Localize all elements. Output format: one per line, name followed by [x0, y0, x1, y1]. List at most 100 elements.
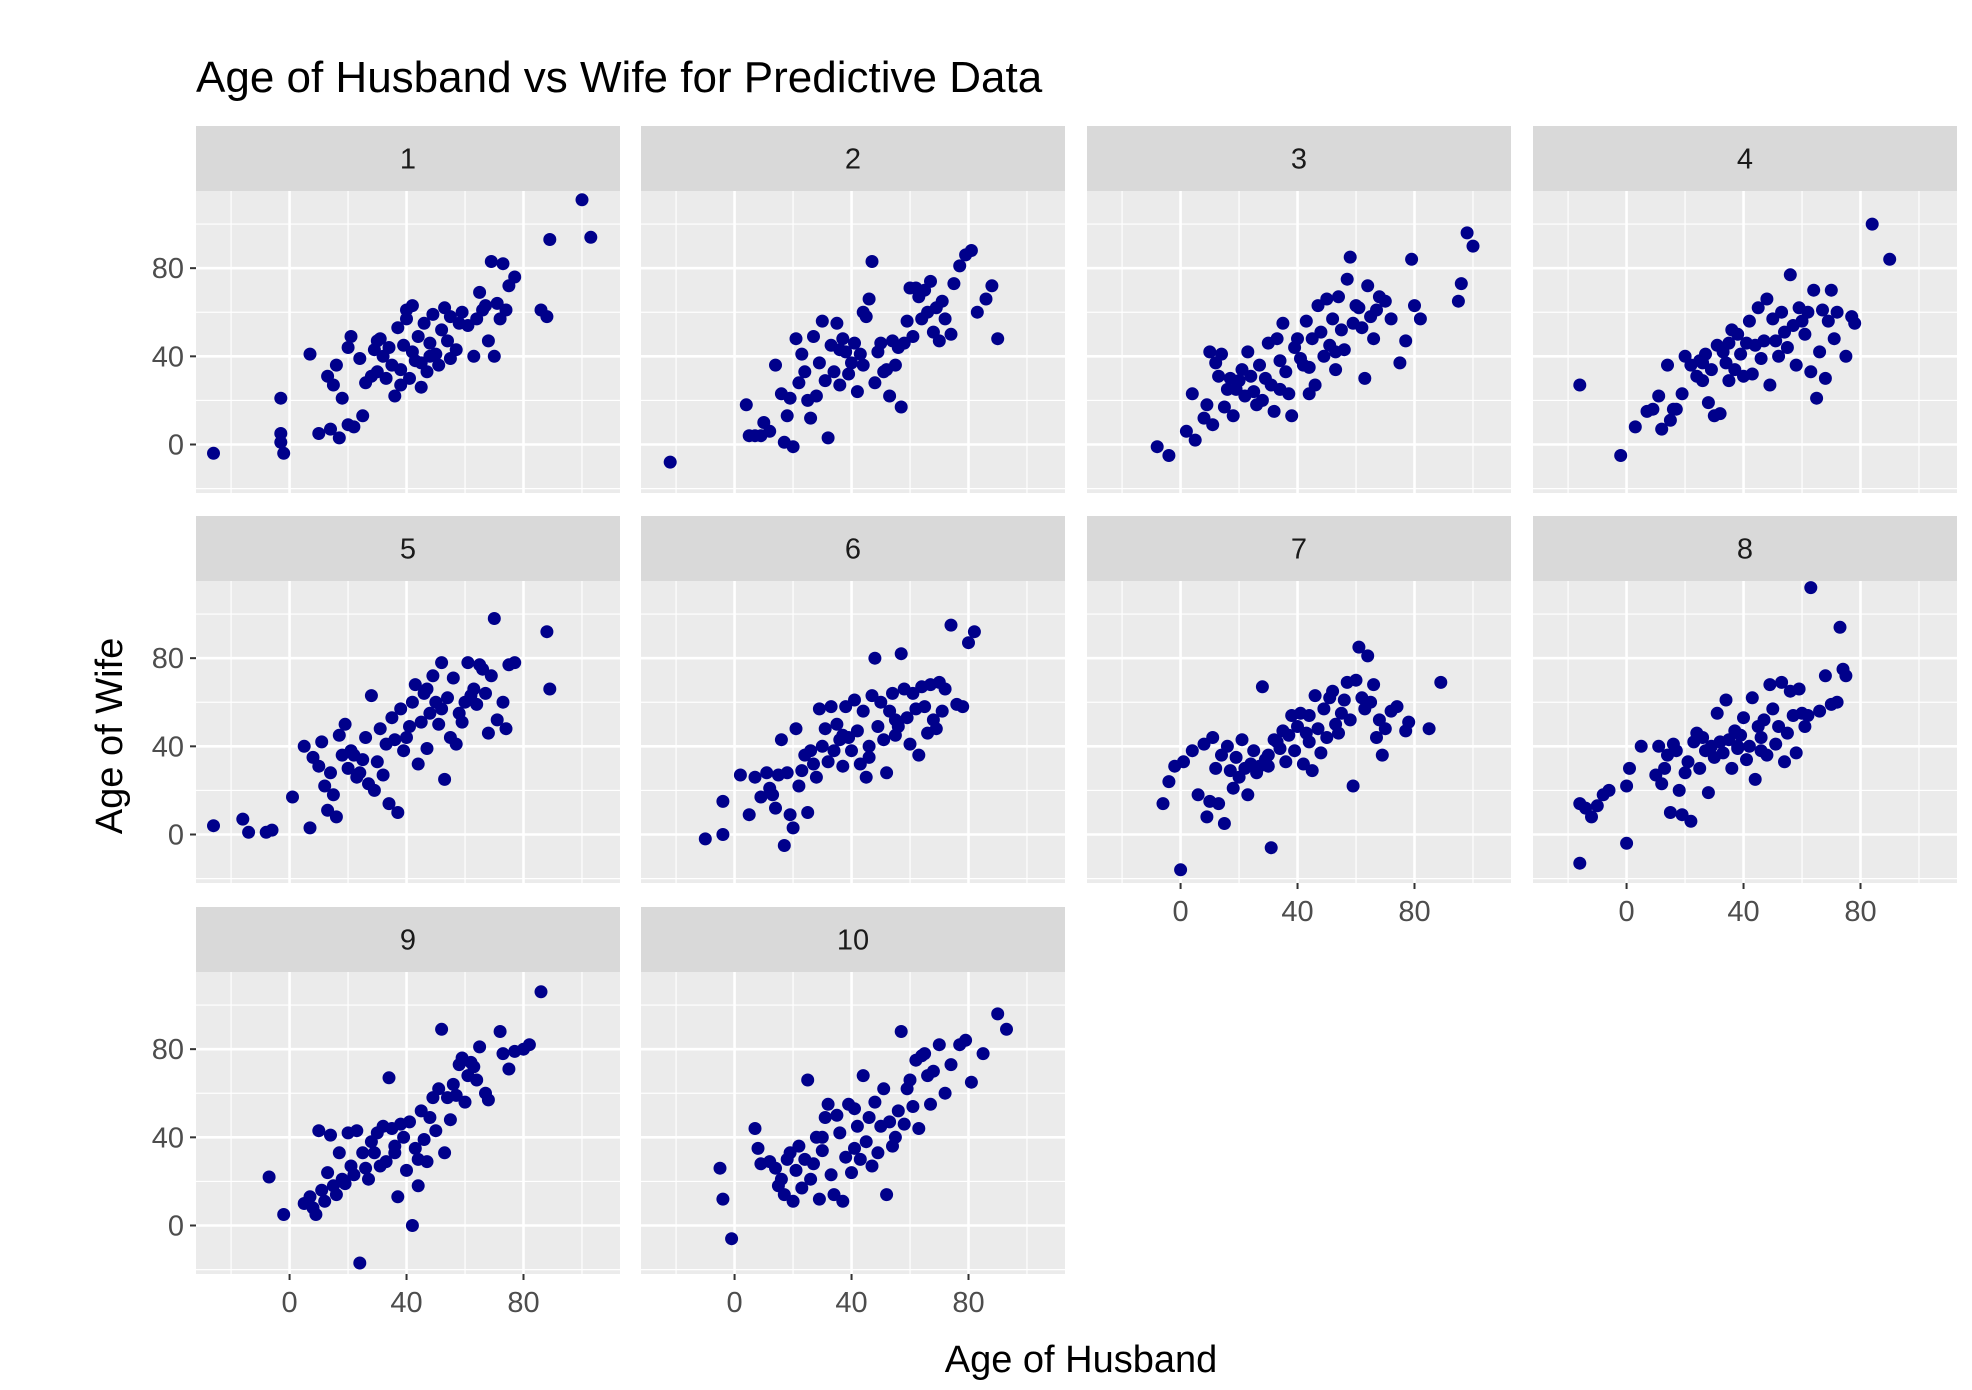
data-point: [1191, 788, 1205, 802]
data-point: [324, 422, 337, 436]
data-point: [888, 728, 902, 742]
data-point: [877, 733, 891, 747]
data-point: [804, 744, 818, 758]
data-point: [1212, 797, 1226, 811]
data-point: [1789, 746, 1803, 760]
data-point: [435, 1022, 449, 1036]
data-point: [769, 801, 782, 815]
data-point: [836, 728, 850, 742]
data-point: [1716, 746, 1730, 760]
data-point: [1162, 775, 1176, 789]
data-point: [1573, 378, 1587, 392]
facet-strip: [641, 907, 1065, 972]
data-point: [725, 1232, 739, 1246]
data-point: [1215, 347, 1228, 361]
data-point: [1399, 334, 1413, 348]
data-point: [1355, 321, 1369, 335]
data-point: [842, 367, 856, 381]
data-point: [868, 651, 882, 665]
facet-strip-label: 7: [1291, 534, 1307, 566]
data-point: [786, 821, 800, 835]
data-point: [874, 695, 888, 709]
data-point: [1402, 715, 1416, 729]
y-tick-label: 0: [168, 820, 184, 852]
facet-panel-7: 7 0 40 80: [1087, 516, 1511, 928]
y-tick-label: 80: [152, 1034, 184, 1066]
data-point: [748, 1122, 762, 1135]
data-point: [918, 1047, 932, 1061]
data-point: [1865, 217, 1879, 231]
data-point: [400, 312, 413, 326]
data-point: [774, 733, 788, 747]
data-point: [1745, 691, 1759, 705]
data-point: [508, 270, 522, 284]
data-point: [359, 731, 373, 744]
data-point: [976, 1047, 990, 1061]
data-point: [1413, 312, 1427, 326]
data-point: [1340, 272, 1354, 286]
data-point: [763, 424, 777, 438]
data-point: [1367, 678, 1381, 692]
data-point: [277, 1208, 291, 1221]
data-point: [789, 722, 803, 736]
data-point: [496, 1047, 510, 1061]
data-point: [739, 398, 753, 412]
data-point: [403, 720, 416, 733]
facet-strip-label: 8: [1737, 534, 1753, 566]
data-point: [856, 358, 870, 372]
data-point: [367, 783, 381, 797]
data-point: [868, 376, 882, 390]
data-point: [818, 1111, 832, 1124]
data-point: [938, 682, 952, 696]
data-point: [1185, 387, 1199, 401]
data-point: [1337, 693, 1351, 707]
data-point: [1789, 358, 1803, 372]
data-point: [1279, 755, 1293, 769]
data-point: [1217, 817, 1231, 830]
data-point: [1780, 726, 1794, 740]
data-point: [1780, 341, 1794, 354]
data-point: [1696, 731, 1710, 744]
data-point: [1669, 402, 1683, 416]
y-tick-label: 80: [152, 643, 184, 675]
data-point: [716, 1192, 730, 1206]
data-point: [1669, 744, 1683, 758]
facet-strip-label: 10: [837, 925, 869, 957]
data-point: [886, 686, 899, 700]
data-point: [1361, 649, 1375, 663]
data-point: [242, 825, 256, 839]
data-point: [435, 656, 449, 670]
data-point: [944, 327, 958, 341]
data-point: [894, 647, 908, 661]
data-point: [1329, 345, 1343, 359]
x-tick-label: 80: [1398, 896, 1430, 928]
data-point: [332, 1146, 346, 1160]
data-point: [432, 358, 446, 372]
data-point: [1241, 345, 1255, 359]
data-point: [1678, 766, 1692, 780]
data-point: [833, 1126, 847, 1140]
data-point: [1655, 777, 1669, 791]
data-point: [795, 347, 809, 361]
x-tick-label: 0: [1173, 896, 1189, 928]
data-point: [1232, 374, 1246, 388]
data-point: [1813, 704, 1827, 718]
data-point: [1725, 761, 1739, 775]
data-point: [836, 1194, 850, 1208]
data-point: [900, 314, 914, 328]
data-point: [446, 671, 460, 685]
data-point: [824, 700, 838, 714]
data-point: [733, 768, 747, 782]
data-point: [481, 1093, 495, 1107]
data-point: [405, 1219, 419, 1232]
data-point: [812, 1192, 826, 1206]
data-point: [1801, 305, 1815, 319]
data-point: [207, 819, 220, 833]
data-point: [862, 739, 876, 753]
data-point: [353, 766, 367, 780]
data-point: [1217, 400, 1231, 414]
data-point: [1848, 316, 1862, 330]
data-point: [850, 1119, 864, 1133]
data-point: [400, 1163, 413, 1177]
facet-panel-6: 6: [641, 516, 1065, 883]
